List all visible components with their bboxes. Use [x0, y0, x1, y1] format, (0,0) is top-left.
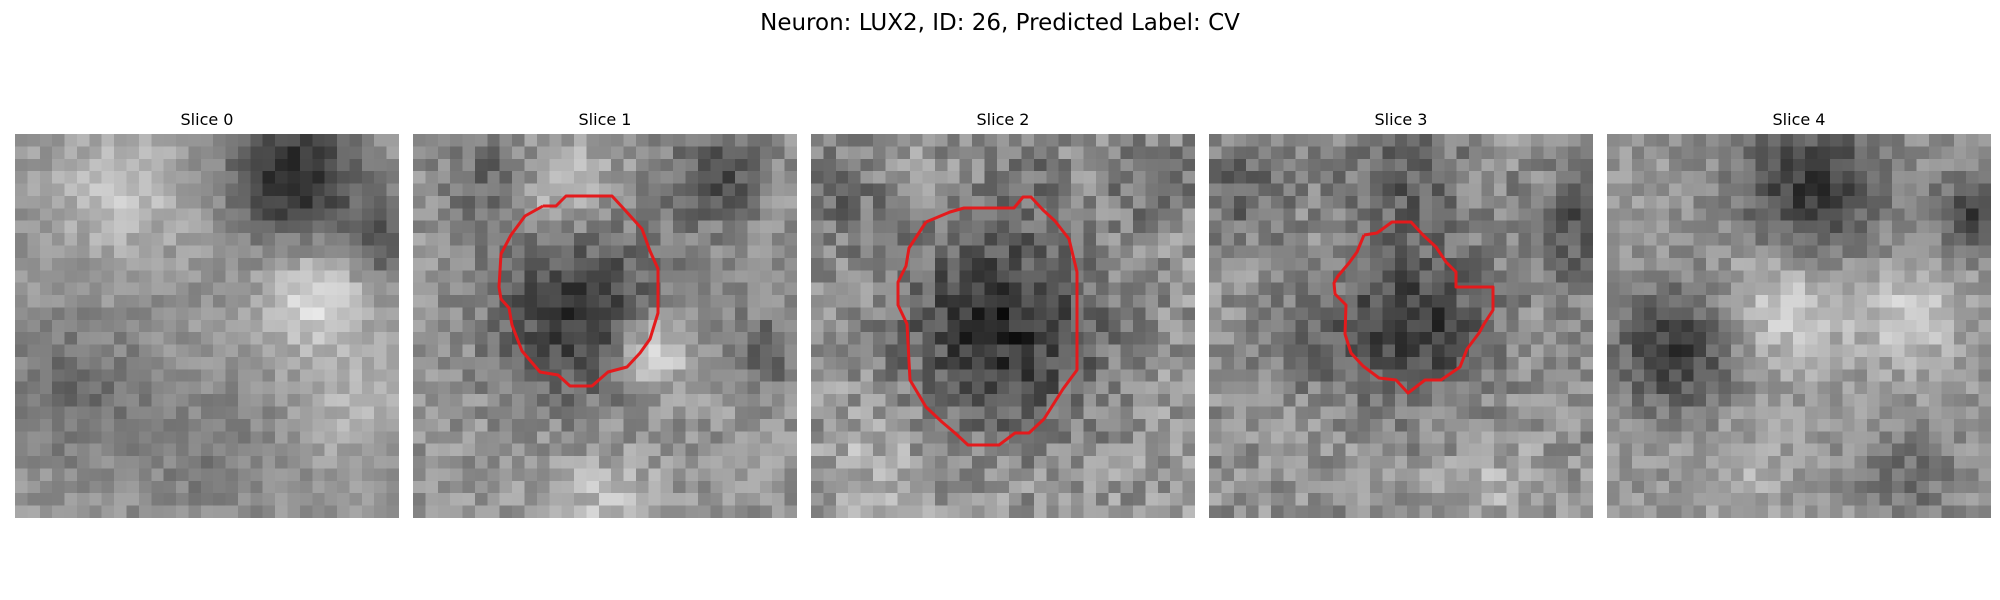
- slice-image-pixels-1: [413, 134, 797, 518]
- slice-image-3: [1209, 134, 1593, 518]
- slice-title-4: Slice 4: [1772, 110, 1826, 129]
- slice-image-2: [811, 134, 1195, 518]
- slice-image-0: [15, 134, 399, 518]
- slice-image-4: [1607, 134, 1991, 518]
- roi-contour-2: [896, 195, 1079, 447]
- slice-title-3: Slice 3: [1374, 110, 1428, 129]
- roi-contour-3: [1332, 220, 1495, 395]
- slice-title-0: Slice 0: [180, 110, 234, 129]
- slice-image-1: [413, 134, 797, 518]
- slice-image-pixels-3: [1209, 134, 1593, 518]
- roi-contour-svg-3: [1332, 220, 1495, 395]
- roi-contour-svg-2: [896, 195, 1079, 447]
- slice-title-1: Slice 1: [578, 110, 632, 129]
- roi-contour-svg-1: [497, 194, 660, 388]
- slice-title-2: Slice 2: [976, 110, 1030, 129]
- slice-image-pixels-0: [15, 134, 399, 518]
- slice-image-pixels-2: [811, 134, 1195, 518]
- figure-title: Neuron: LUX2, ID: 26, Predicted Label: C…: [760, 10, 1240, 36]
- roi-contour-1: [497, 194, 660, 388]
- slice-image-pixels-4: [1607, 134, 1991, 518]
